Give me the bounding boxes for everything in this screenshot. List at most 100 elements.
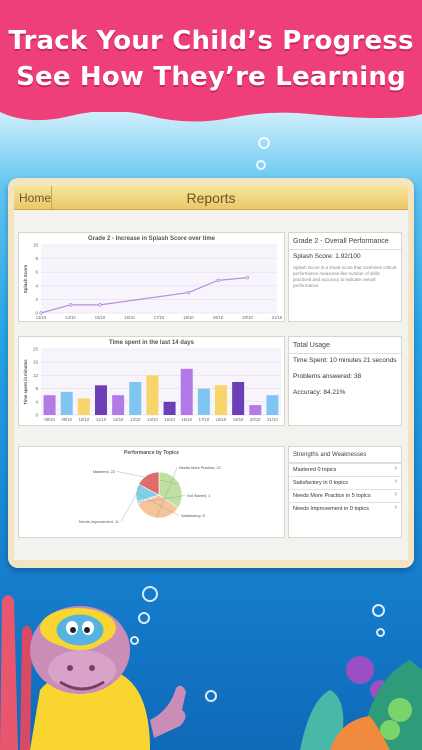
x-tick-label: 16/10 — [124, 315, 135, 320]
hippo-diver-mascot — [0, 595, 186, 750]
y-tick-label: 0 — [35, 413, 38, 418]
bubble-decoration — [376, 628, 385, 637]
x-tick-label: 13/10 — [36, 315, 47, 320]
bubble-decoration — [258, 137, 270, 149]
coral-reef-decoration — [300, 656, 422, 750]
bar — [266, 395, 279, 415]
slice-label: Needs Improvement, 11 — [79, 520, 119, 524]
y-tick-label: 4 — [35, 283, 38, 288]
chart-title: Performance by Topics — [124, 450, 179, 456]
data-point — [39, 311, 43, 315]
splash-score-chart-panel: Grade 2 - Increase in Splash Score over … — [18, 232, 285, 322]
plot-area — [41, 349, 281, 415]
bar — [197, 388, 210, 415]
bubble-decoration — [256, 160, 266, 170]
top-navigation-bar: Home Reports — [14, 186, 408, 210]
bar — [77, 398, 90, 415]
plot-area — [41, 245, 277, 313]
bubble-decoration — [138, 612, 150, 624]
data-point — [186, 290, 191, 295]
slice-label: Needs More Practice, 22 — [179, 466, 221, 470]
strengths-weaknesses-panel: Strengths and Weaknesses Mastered 0 topi… — [288, 446, 402, 538]
bar — [180, 368, 193, 415]
chart-title: Time spent in the last 14 days — [109, 340, 194, 346]
x-tick-label: 18/10 — [216, 417, 227, 422]
x-tick-label: 20/10 — [242, 315, 253, 320]
x-tick-label: 17/10 — [154, 315, 165, 320]
row-label: Needs Improvement in 0 topics — [293, 506, 369, 512]
bubble-decoration — [372, 604, 385, 617]
data-point — [68, 303, 73, 307]
y-tick-label: 4 — [35, 399, 38, 404]
y-tick-label: 8 — [35, 386, 38, 391]
y-axis-label: Time spent in minutes — [23, 359, 28, 405]
time-spent-value: Time Spent: 10 minutes 21 seconds — [293, 357, 397, 364]
promo-subheadline: See How They’re Learning — [16, 62, 406, 92]
total-usage-title: Total Usage — [289, 337, 401, 354]
x-tick-label: 16/10 — [181, 417, 192, 422]
bubble-decoration — [130, 636, 139, 645]
y-tick-label: 2 — [35, 297, 38, 302]
row-label: Needs More Practice in 5 topics — [293, 493, 371, 499]
x-tick-label: 10/10 — [79, 417, 90, 422]
chevron-right-icon: › — [394, 465, 397, 472]
splash-score-line-chart: 0 2 4 6 8 10 13/10 14/10 15/10 16/10 17/10 18/10 19/… — [23, 243, 283, 321]
series-line — [40, 277, 248, 314]
reports-screen: Home Reports Grade 2 - Increase in Splas… — [14, 186, 408, 560]
overall-performance-title: Grade 2 - Overall Performance — [289, 233, 401, 250]
slice-label: Satisfactory, 8 — [181, 514, 205, 518]
leader-line — [136, 492, 180, 516]
x-tick-label: 15/10 — [95, 315, 106, 320]
list-item-needs-practice[interactable]: Needs More Practice in 5 topics › — [289, 489, 401, 502]
performance-pie-chart: Mastered, 22 Needs More Practice, 22 Not S… — [79, 466, 221, 524]
chevron-right-icon: › — [394, 504, 397, 511]
x-tick-label: 08/10 — [44, 417, 55, 422]
bar — [95, 385, 107, 415]
y-tick-label: 20 — [33, 347, 39, 352]
accuracy-value: Accuracy: 84.21% — [293, 389, 346, 396]
y-tick-label: 0 — [35, 311, 38, 316]
bar — [163, 401, 176, 415]
reports-content: Grade 2 - Increase in Splash Score over … — [14, 210, 408, 560]
total-usage-panel: Total Usage Time Spent: 10 minutes 21 se… — [288, 336, 402, 426]
bar — [146, 375, 159, 415]
x-tick-label: 14/10 — [147, 417, 158, 422]
chart-title: Grade 2 - Increase in Splash Score over … — [87, 236, 216, 242]
banner-wave-edge — [0, 104, 422, 122]
y-axis-label: Splash Score — [23, 264, 28, 293]
x-tick-label: 13/10 — [130, 417, 141, 422]
leader-line — [137, 495, 186, 503]
list-item-needs-improvement[interactable]: Needs Improvement in 0 topics › — [289, 502, 401, 515]
data-point — [245, 275, 250, 280]
x-tick-label: 17/10 — [199, 417, 210, 422]
bar — [112, 395, 125, 415]
promo-headline: Track Your Child’s Progress — [8, 26, 414, 56]
list-item-satisfactory[interactable]: Satisfactory in 0 topics › — [289, 476, 401, 489]
bar — [232, 382, 245, 415]
overall-performance-panel: Grade 2 - Overall Performance Splash Sco… — [288, 232, 402, 322]
x-tick-label: 09/10 — [61, 417, 72, 422]
promo-banner: Track Your Child’s Progress See How They… — [0, 0, 422, 112]
performance-by-topics-panel: Performance by Topics Mastered, 22 Needs … — [18, 446, 285, 538]
x-tick-label: 20/10 — [250, 417, 261, 422]
problems-answered-value: Problems answered: 38 — [293, 373, 362, 380]
splash-score-description: Splash Score is a smart score that combi… — [293, 265, 397, 288]
leader-line — [120, 475, 148, 522]
strengths-weaknesses-title: Strengths and Weaknesses — [289, 447, 401, 463]
x-tick-label: 18/10 — [183, 315, 194, 320]
bar — [60, 391, 73, 415]
x-tick-label: 14/10 — [65, 315, 76, 320]
x-tick-label: 15/10 — [164, 417, 175, 422]
data-point — [98, 303, 102, 307]
x-tick-label: 21/10 — [267, 417, 278, 422]
bar — [43, 395, 56, 415]
home-button[interactable]: Home — [14, 186, 52, 210]
slice-label: Mastered, 22 — [93, 470, 115, 474]
chevron-right-icon: › — [394, 478, 397, 485]
slice-label: Not Started, 1 — [187, 494, 210, 498]
list-item-mastered[interactable]: Mastered 0 topics › — [289, 463, 401, 476]
y-tick-label: 10 — [33, 243, 39, 248]
splash-score-value: Splash Score: 1.92/100 — [293, 253, 361, 260]
x-tick-label: 19/10 — [233, 417, 244, 422]
bar — [249, 405, 262, 415]
